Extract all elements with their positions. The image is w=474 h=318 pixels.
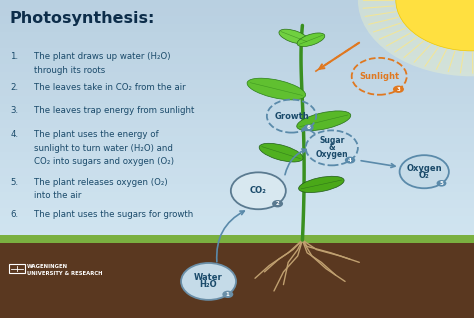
Circle shape <box>231 172 286 209</box>
Bar <box>0 8 474 16</box>
Bar <box>0 72 474 80</box>
Text: 4.: 4. <box>10 130 18 139</box>
Text: 2: 2 <box>276 201 280 206</box>
Bar <box>0 208 474 216</box>
Text: through its roots: through its roots <box>34 66 105 75</box>
Text: 6.: 6. <box>10 210 18 219</box>
Text: into the air: into the air <box>34 191 82 200</box>
Bar <box>0 24 474 32</box>
Bar <box>0 200 474 208</box>
Bar <box>0 88 474 96</box>
Bar <box>0 112 474 120</box>
Circle shape <box>396 0 474 51</box>
Text: sunlight to turn water (H₂O) and: sunlight to turn water (H₂O) and <box>34 144 173 153</box>
Ellipse shape <box>299 176 344 193</box>
Text: 4: 4 <box>348 158 352 162</box>
Text: Growth: Growth <box>274 112 309 121</box>
Text: WAGENINGEN
UNIVERSITY & RESEARCH: WAGENINGEN UNIVERSITY & RESEARCH <box>27 264 102 275</box>
Circle shape <box>304 124 314 131</box>
Bar <box>0 168 474 176</box>
Bar <box>0 232 474 240</box>
Text: Photosynthesis:: Photosynthesis: <box>9 11 155 26</box>
Ellipse shape <box>247 78 306 100</box>
Bar <box>0 64 474 72</box>
Bar <box>0 184 474 192</box>
Bar <box>0 16 474 24</box>
Text: Sugar: Sugar <box>319 136 345 145</box>
Text: Sunlight: Sunlight <box>359 72 399 81</box>
Text: Water: Water <box>194 273 223 282</box>
Bar <box>0 160 474 168</box>
Ellipse shape <box>259 143 303 162</box>
Bar <box>0 0 474 8</box>
Text: O₂: O₂ <box>419 171 429 180</box>
Text: Oxygen: Oxygen <box>406 164 442 173</box>
Text: The plant uses the energy of: The plant uses the energy of <box>34 130 159 139</box>
Bar <box>0 40 474 48</box>
Text: H₂O: H₂O <box>200 280 218 289</box>
Bar <box>0 216 474 224</box>
Text: The leaves take in CO₂ from the air: The leaves take in CO₂ from the air <box>34 83 186 92</box>
Text: 2.: 2. <box>10 83 18 92</box>
Bar <box>0 240 474 318</box>
Circle shape <box>400 155 449 188</box>
Bar <box>0 128 474 136</box>
Text: 1.: 1. <box>10 52 18 61</box>
Text: The plant draws up water (H₂O): The plant draws up water (H₂O) <box>34 52 171 61</box>
Circle shape <box>345 156 355 163</box>
Bar <box>0 48 474 56</box>
Bar <box>0 235 474 243</box>
Bar <box>0 224 474 232</box>
Text: 5.: 5. <box>10 178 18 187</box>
Bar <box>0 152 474 160</box>
Circle shape <box>358 0 474 76</box>
Circle shape <box>181 263 236 300</box>
Ellipse shape <box>297 111 351 131</box>
Bar <box>0 80 474 88</box>
Ellipse shape <box>279 29 309 44</box>
Text: 3.: 3. <box>10 106 18 114</box>
Text: The leaves trap energy from sunlight: The leaves trap energy from sunlight <box>34 106 194 114</box>
Text: 5: 5 <box>439 181 443 186</box>
Text: CO₂ into sugars and oxygen (O₂): CO₂ into sugars and oxygen (O₂) <box>34 157 174 166</box>
Bar <box>0 136 474 144</box>
Circle shape <box>437 180 447 187</box>
Text: The plant uses the sugars for growth: The plant uses the sugars for growth <box>34 210 193 219</box>
Bar <box>0 176 474 184</box>
Text: Oxygen: Oxygen <box>316 150 348 159</box>
Bar <box>0 120 474 128</box>
Bar <box>0 104 474 112</box>
Bar <box>0 96 474 104</box>
Text: 3: 3 <box>397 87 401 92</box>
Circle shape <box>393 86 404 93</box>
Bar <box>0 144 474 152</box>
Bar <box>0 56 474 64</box>
Ellipse shape <box>297 33 325 46</box>
Circle shape <box>272 200 283 207</box>
Bar <box>0 192 474 200</box>
Circle shape <box>222 291 233 298</box>
Text: The plant releases oxygen (O₂): The plant releases oxygen (O₂) <box>34 178 168 187</box>
Text: &: & <box>328 143 335 152</box>
Bar <box>0 32 474 40</box>
Text: 6: 6 <box>307 125 310 130</box>
Text: 1: 1 <box>226 292 230 297</box>
Text: CO₂: CO₂ <box>250 186 267 195</box>
